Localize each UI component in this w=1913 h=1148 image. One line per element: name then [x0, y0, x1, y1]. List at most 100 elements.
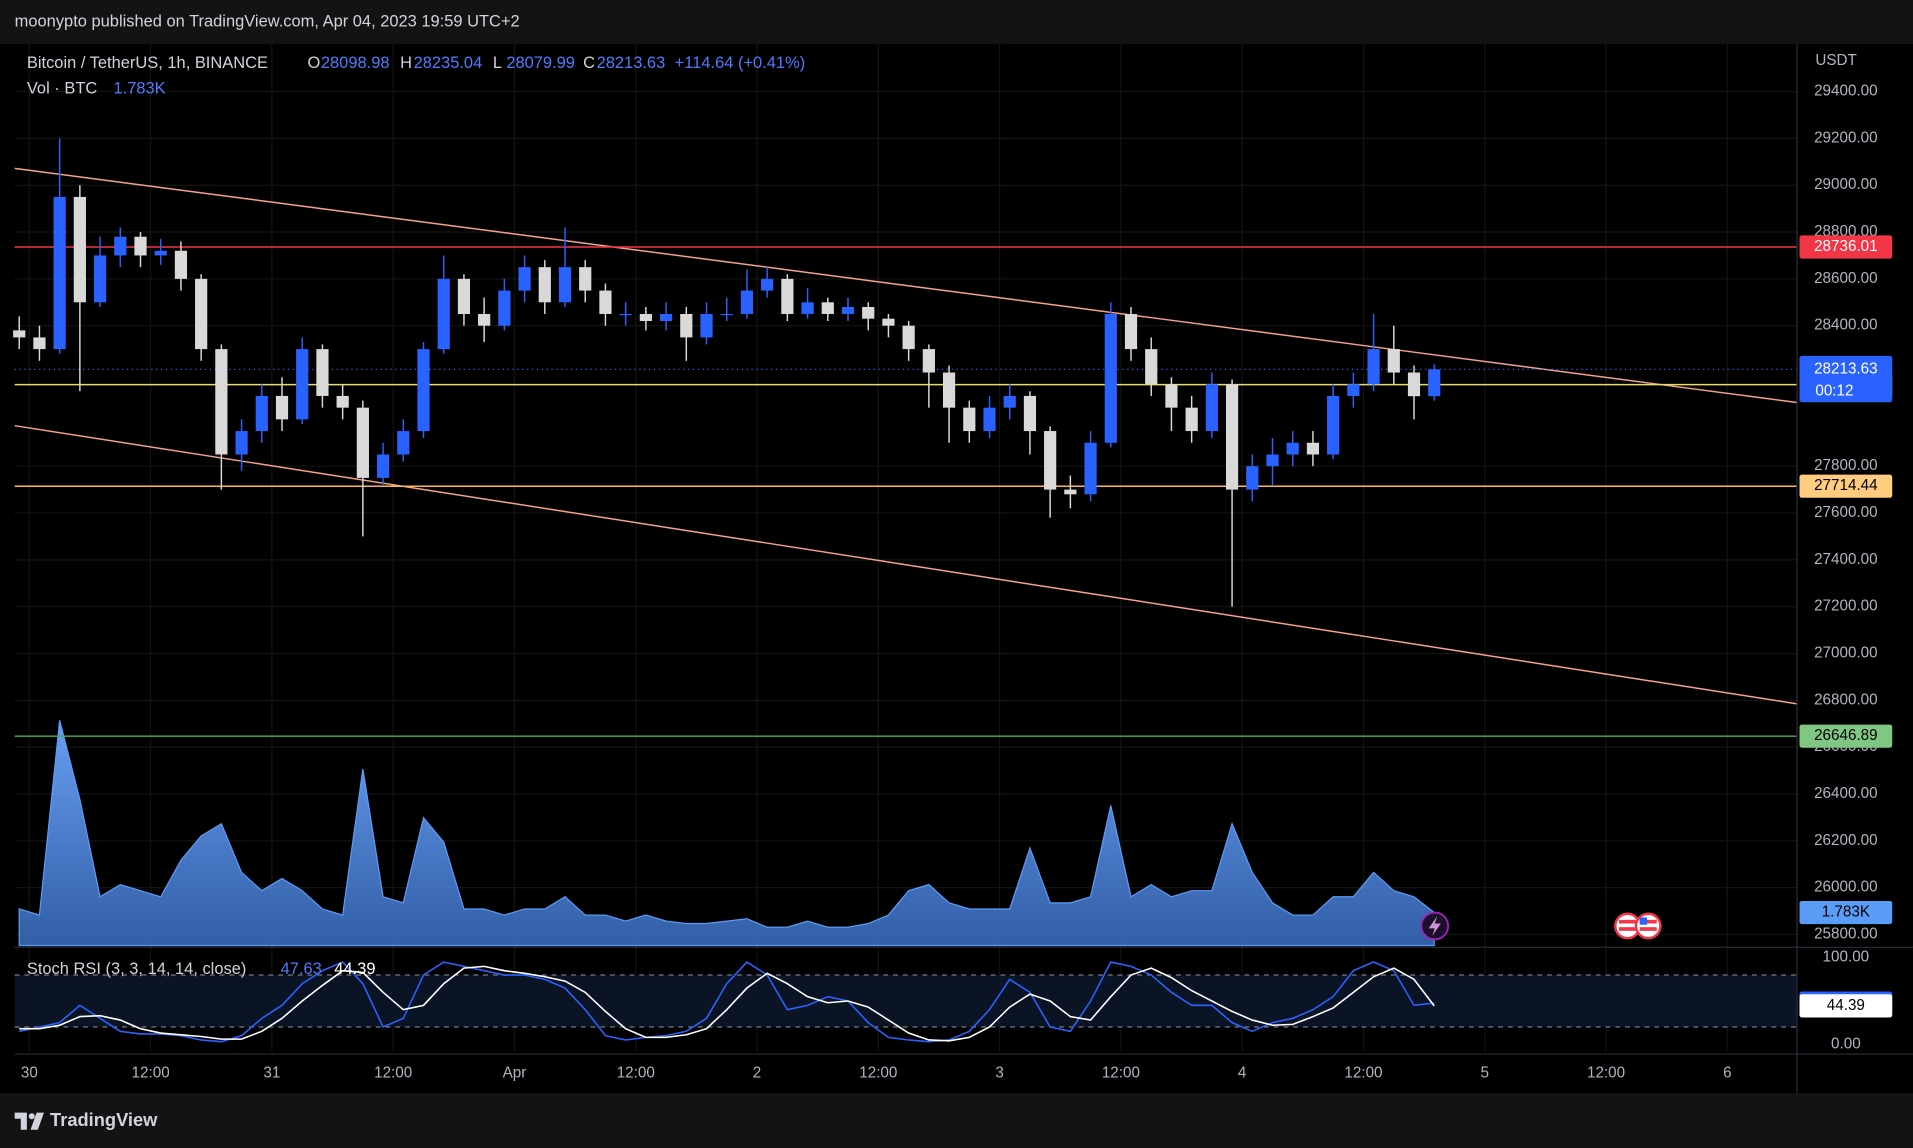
candle-body: [801, 302, 814, 314]
y-tick-label: 28600.00: [1814, 270, 1878, 287]
candle-body: [235, 431, 248, 455]
level-badge-bg: [1799, 724, 1893, 748]
candle-body: [1347, 384, 1360, 396]
candle-body: [1003, 395, 1016, 408]
y-tick-label: 29000.00: [1814, 176, 1878, 193]
ohlc-letter: L: [493, 54, 502, 72]
candle-body: [376, 454, 390, 478]
event-flags[interactable]: [1614, 912, 1662, 940]
candle-body: [1266, 454, 1279, 467]
candle-body: [1387, 349, 1400, 373]
x-tick-label: 12:00: [374, 1065, 412, 1082]
y-tick-label: 27800.00: [1814, 457, 1878, 474]
x-tick-label: 5: [1481, 1065, 1489, 1082]
candle-body: [498, 290, 511, 326]
x-tick-label: 12:00: [617, 1065, 655, 1082]
y-tick-label: 27600.00: [1814, 504, 1878, 521]
replay-icon[interactable]: [1420, 911, 1450, 941]
candle-body: [963, 407, 976, 432]
x-tick-label: 12:00: [1587, 1065, 1625, 1082]
candle-body: [1145, 349, 1158, 385]
y-tick-label: 27000.00: [1814, 645, 1878, 662]
candle-body: [558, 267, 572, 303]
x-tick-label: 12:00: [132, 1065, 170, 1082]
stoch-d-badge-bg: [1799, 994, 1893, 1018]
candle-body: [1205, 384, 1218, 432]
candle-body: [579, 267, 592, 291]
ohlc-letter: C: [583, 54, 595, 72]
y-tick-label: 26200.00: [1814, 832, 1878, 849]
candle-body: [397, 431, 410, 455]
candle-body: [114, 236, 127, 256]
candle-body: [720, 313, 733, 316]
candle-body: [296, 349, 309, 420]
x-tick-label: 31: [263, 1065, 280, 1082]
candle-body: [1428, 369, 1441, 397]
candle-body: [821, 302, 834, 314]
candle-body: [538, 267, 551, 303]
stoch-k-value: 47.63: [281, 960, 322, 978]
level-badge: 26646.89: [1814, 727, 1878, 744]
candle-body: [680, 313, 693, 338]
ohlc-value: 28079.99: [506, 54, 575, 72]
candle-body: [174, 250, 188, 279]
volume-value: 1.783K: [113, 79, 165, 97]
stoch-tick-label: 0.00: [1831, 1035, 1861, 1052]
stoch-d-badge: 44.39: [1827, 997, 1865, 1014]
stoch-tick-label: 100.00: [1823, 949, 1870, 966]
candle-body: [1185, 407, 1198, 432]
candle-body: [53, 196, 66, 350]
currency-label: USDT: [1815, 52, 1856, 69]
candle-body: [1104, 313, 1117, 443]
y-tick-label: 27400.00: [1814, 551, 1878, 568]
candle-body: [841, 306, 855, 314]
candle-body: [659, 313, 673, 322]
ohlc-value: 28235.04: [414, 54, 483, 72]
candle-body: [599, 290, 612, 314]
candle-body: [316, 349, 329, 396]
stoch-k-line: [19, 961, 1435, 1043]
stoch-title: Stoch RSI (3, 3, 14, 14, close): [27, 960, 246, 978]
candle-body: [73, 196, 86, 303]
candle-body: [1165, 384, 1178, 408]
y-tick-label: 26400.00: [1814, 785, 1878, 802]
y-tick-label: 26800.00: [1814, 691, 1878, 708]
stoch-band: [14, 975, 1798, 1027]
candle-body: [1306, 442, 1320, 455]
candle-body: [518, 267, 531, 291]
candle-body: [195, 278, 208, 350]
x-tick-label: 12:00: [1102, 1065, 1140, 1082]
candle-body: [902, 325, 915, 350]
candle-body: [1407, 372, 1421, 397]
x-tick-label: 3: [995, 1065, 1003, 1082]
candle-body: [1367, 349, 1380, 385]
level-badge: 28736.01: [1814, 238, 1878, 255]
candle-body: [437, 278, 450, 350]
symbol: Bitcoin / TetherUS, 1h, BINANCE: [27, 54, 268, 72]
x-tick-label: 12:00: [859, 1065, 897, 1082]
candle-body: [983, 407, 996, 432]
candle-body: [33, 337, 46, 350]
y-tick-label: 29400.00: [1814, 83, 1878, 100]
candle-body: [862, 306, 875, 319]
candle-body: [417, 349, 430, 432]
trendline: [14, 424, 1798, 705]
stoch-d-value: 44.39: [334, 960, 375, 978]
candle-body: [1225, 384, 1239, 490]
ohlc-value: 28098.98: [321, 54, 390, 72]
y-tick-label: 29200.00: [1814, 129, 1878, 146]
candle-body: [1064, 489, 1077, 495]
volume-area: [18, 720, 1435, 947]
candle-body: [13, 330, 26, 338]
candle-body: [1327, 395, 1340, 455]
candle-body: [882, 318, 895, 326]
candle-body: [215, 349, 228, 455]
candle-body: [639, 313, 652, 322]
candle-body: [781, 278, 794, 314]
candle-body: [134, 236, 147, 256]
candle-body: [700, 313, 713, 338]
trendline: [14, 167, 1798, 404]
candle-body: [93, 255, 107, 303]
last-price-badge: 28213.63: [1814, 360, 1878, 377]
